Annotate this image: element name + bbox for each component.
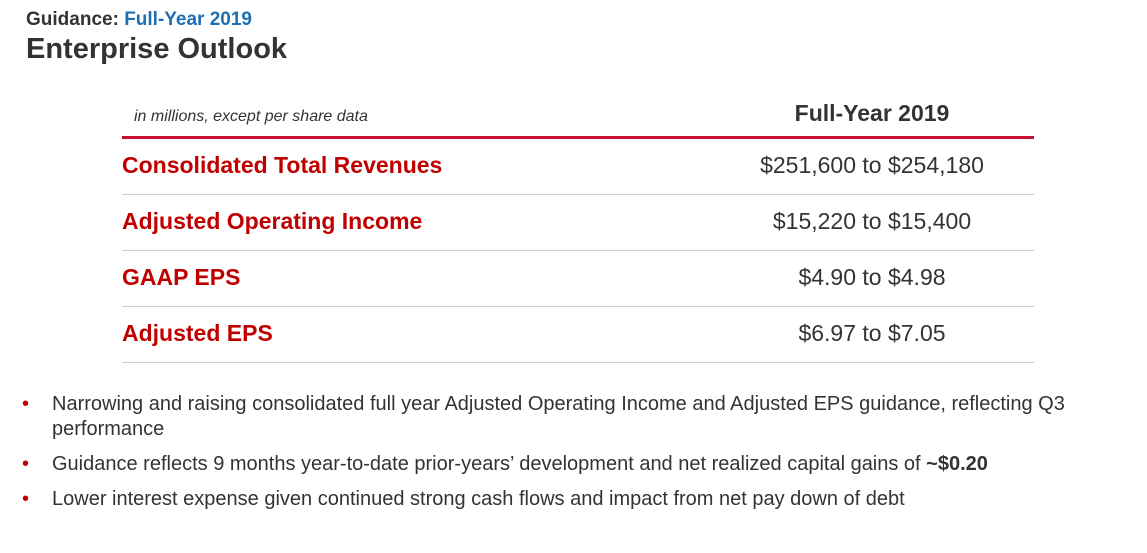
table-row: Adjusted Operating Income $15,220 to $15…: [122, 195, 1034, 251]
row-value: $4.90 to $4.98: [798, 264, 946, 290]
bullet-icon: •: [22, 393, 30, 415]
bullet-icon: •: [22, 453, 30, 475]
table-header: in millions, except per share data Full-…: [122, 96, 1034, 139]
units-note: in millions, except per share data: [134, 108, 368, 125]
row-label: Consolidated Total Revenues: [122, 152, 443, 178]
table-row: Consolidated Total Revenues $251,600 to …: [122, 139, 1034, 195]
row-label: Adjusted Operating Income: [122, 208, 423, 234]
kicker-prefix: Guidance:: [26, 9, 119, 30]
page-header: Guidance: Full-Year 2019 Enterprise Outl…: [26, 8, 287, 66]
row-label: GAAP EPS: [122, 264, 241, 290]
row-value: $251,600 to $254,180: [760, 152, 984, 178]
table-row: Adjusted EPS $6.97 to $7.05: [122, 307, 1034, 363]
row-label: Adjusted EPS: [122, 320, 273, 346]
bullet-icon: •: [22, 488, 30, 510]
bullet-emphasis: ~$0.20: [926, 453, 988, 475]
list-item: • Guidance reflects 9 months year-to-dat…: [20, 452, 1130, 477]
table-row: GAAP EPS $4.90 to $4.98: [122, 251, 1034, 307]
outlook-table: in millions, except per share data Full-…: [122, 96, 1034, 363]
list-item: • Narrowing and raising consolidated ful…: [20, 392, 1130, 442]
kicker-period: Full-Year 2019: [124, 9, 252, 30]
row-value: $6.97 to $7.05: [798, 320, 946, 346]
list-item: • Lower interest expense given continued…: [20, 487, 1130, 512]
guidance-kicker: Guidance: Full-Year 2019: [26, 8, 287, 32]
bullet-text: Narrowing and raising consolidated full …: [52, 393, 1065, 440]
commentary-list: • Narrowing and raising consolidated ful…: [20, 392, 1130, 522]
bullet-text: Lower interest expense given continued s…: [52, 488, 905, 510]
page-title: Enterprise Outlook: [26, 33, 288, 65]
bullet-text: Guidance reflects 9 months year-to-date …: [52, 453, 927, 475]
column-header: Full-Year 2019: [794, 100, 950, 126]
row-value: $15,220 to $15,400: [772, 208, 972, 234]
